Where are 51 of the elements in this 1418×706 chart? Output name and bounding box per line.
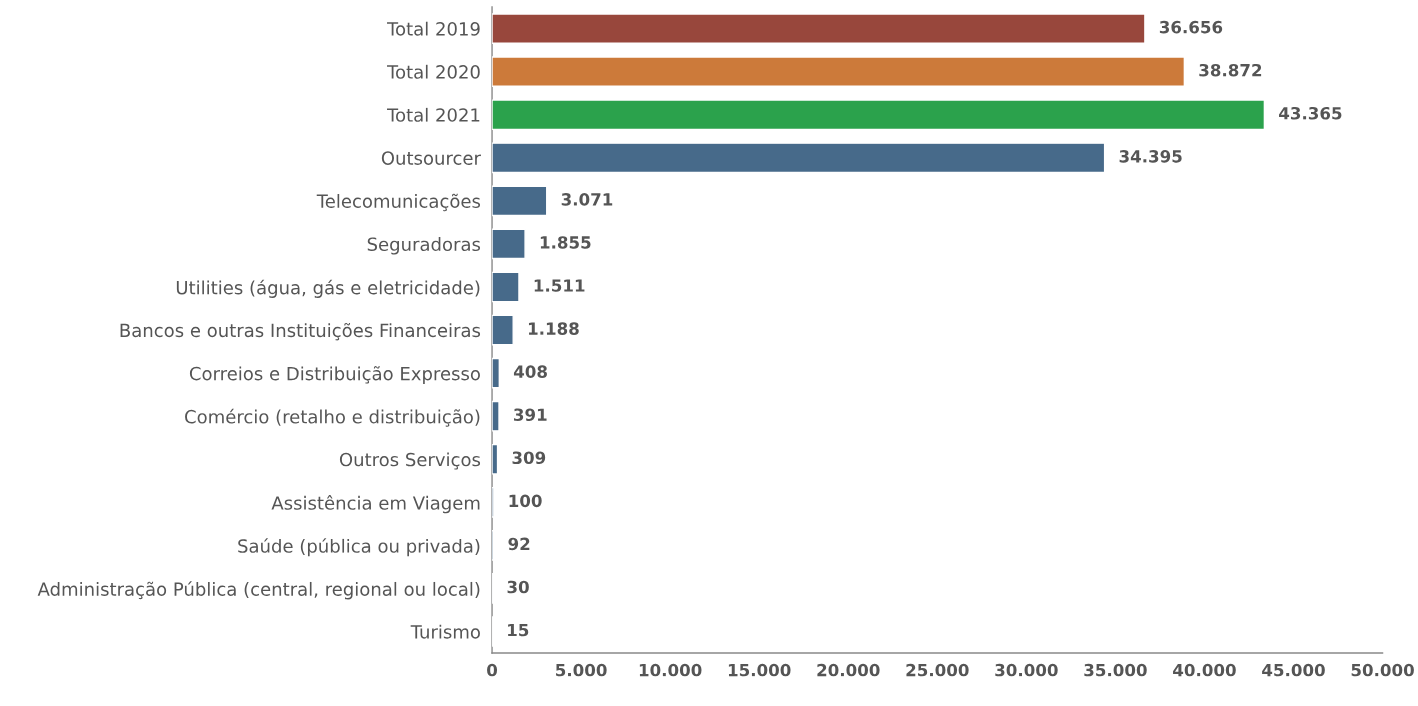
bar xyxy=(492,13,1146,44)
bar xyxy=(492,56,1186,87)
data-label: 1.188 xyxy=(528,322,579,335)
x-tick-label: 5.000 xyxy=(556,663,607,677)
y-tick-label: Bancos e outras Instituições Financeiras xyxy=(120,322,481,341)
data-label: 3.071 xyxy=(561,193,613,206)
y-tick-label: Outsourcer xyxy=(381,151,481,165)
x-tick-label: 25.000 xyxy=(906,663,969,677)
x-tick-label: 50.000 xyxy=(1351,663,1414,677)
y-tick-label: Total 2019 xyxy=(387,21,480,36)
y-tick-label: Administração Pública (central, regional ou local) xyxy=(37,581,480,600)
y-tick-label: Seguradoras xyxy=(367,237,481,255)
bar xyxy=(492,314,514,346)
x-tick-label: 30.000 xyxy=(995,663,1058,677)
bar xyxy=(492,400,500,432)
data-label: 391 xyxy=(514,408,547,422)
bar xyxy=(492,99,1266,131)
data-label: 309 xyxy=(512,451,546,465)
x-tick-label: 35.000 xyxy=(1084,663,1147,677)
data-label: 38.872 xyxy=(1199,63,1262,77)
y-tick-label: Outros Serviços xyxy=(339,452,481,470)
bar xyxy=(492,228,526,260)
y-tick-label: Total 2021 xyxy=(387,107,480,122)
data-label: 92 xyxy=(508,537,530,551)
data-label: 408 xyxy=(513,365,547,378)
data-label: 36.656 xyxy=(1159,20,1223,34)
y-tick-label: Assistência em Viagem xyxy=(271,495,480,514)
y-tick-label: Telecomunicações xyxy=(316,193,481,212)
bar xyxy=(492,271,520,303)
x-tick-label: 40.000 xyxy=(1173,663,1236,677)
bar xyxy=(492,185,548,217)
y-tick-label: Saúde (pública ou privada) xyxy=(238,538,480,557)
x-tick-label: 0 xyxy=(487,663,498,677)
y-tick-label: Correios e Distribuição Expresso xyxy=(189,366,480,384)
data-label: 100 xyxy=(509,494,542,508)
x-tick-label: 20.000 xyxy=(817,663,880,677)
data-label: 1.855 xyxy=(540,236,591,249)
x-tick-label: 15.000 xyxy=(728,663,791,677)
y-tick-label: Comércio (retalho e distribuição) xyxy=(185,408,480,427)
data-label: 43.365 xyxy=(1279,106,1342,120)
data-label: 34.395 xyxy=(1119,150,1182,163)
data-label: 30 xyxy=(507,580,529,594)
x-tick-label: 45.000 xyxy=(1262,663,1325,677)
bar xyxy=(492,142,1106,174)
data-label: 1.511 xyxy=(534,279,585,292)
bar xyxy=(492,443,499,475)
y-tick-label: Turismo xyxy=(410,624,480,639)
x-tick-label: 10.000 xyxy=(639,663,702,677)
y-tick-label: Utilities (água, gás e eletricidade) xyxy=(176,279,480,298)
y-tick-label: Total 2020 xyxy=(387,64,480,79)
data-label: 15 xyxy=(508,623,529,637)
